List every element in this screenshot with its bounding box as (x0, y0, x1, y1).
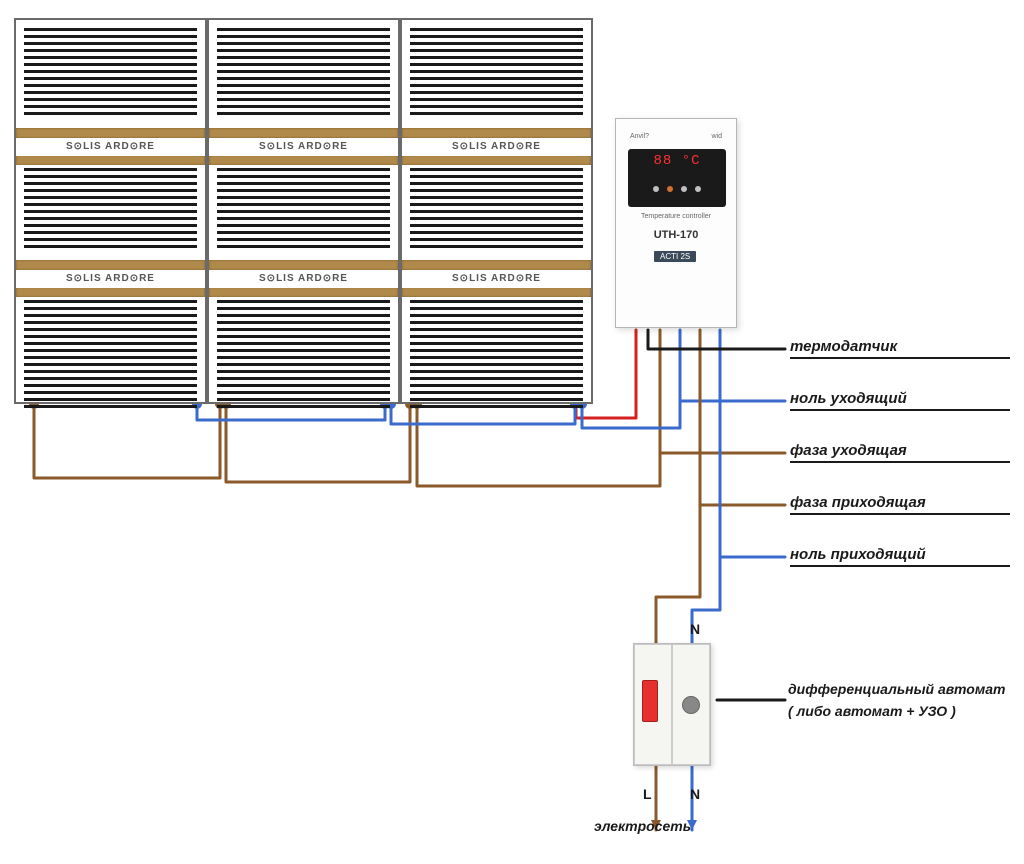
thermostat-screen: 88 °C (628, 149, 726, 207)
thermostat-model: UTH-170 (616, 229, 736, 241)
panel-brand-label: S⊙LIS ARD⊙RE (209, 270, 398, 288)
thermostat-subtitle: Temperature controller (616, 213, 736, 220)
panel-brand-label: S⊙LIS ARD⊙RE (209, 138, 398, 156)
heating-film-panel: S⊙LIS ARD⊙RE S⊙LIS ARD⊙RE (207, 18, 400, 404)
mains-label: электросеть (594, 818, 691, 834)
wire (648, 330, 785, 349)
wire-label: ноль уходящий (790, 390, 1010, 411)
wire-label: термодатчик (790, 338, 1010, 359)
diagram-canvas: S⊙LIS ARD⊙RES⊙LIS ARD⊙RES⊙LIS ARD⊙RES⊙LI… (0, 0, 1024, 864)
breaker-switch[interactable] (642, 680, 658, 722)
thermostat-button[interactable] (695, 186, 701, 192)
wire (34, 404, 220, 478)
thermostat-label-right: wid (711, 133, 722, 140)
thermostat-button[interactable] (681, 186, 687, 192)
breaker-caption-line2: ( либо автомат + УЗО ) (788, 700, 1005, 722)
breaker-terminal-l: L (643, 786, 652, 802)
panel-brand-label: S⊙LIS ARD⊙RE (402, 270, 591, 288)
temperature-display: 88 °C (628, 149, 726, 169)
heating-film-panel: S⊙LIS ARD⊙RE S⊙LIS ARD⊙RE (14, 18, 207, 404)
panel-brand-label: S⊙LIS ARD⊙RE (16, 138, 205, 156)
breaker-caption: дифференциальный автомат( либо автомат +… (788, 678, 1005, 723)
breaker-caption-line1: дифференциальный автомат (788, 678, 1005, 700)
thermostat-badge: ACTI 2S (654, 251, 696, 262)
heating-film-panel: S⊙LIS ARD⊙RE S⊙LIS ARD⊙RE (400, 18, 593, 404)
thermostat-unit: 88 °CAnvil?widTemperature controllerUTH-… (615, 118, 737, 328)
breaker-terminal-n-top: N (690, 621, 700, 637)
panel-brand-label: S⊙LIS ARD⊙RE (402, 138, 591, 156)
thermostat-button[interactable] (667, 186, 673, 192)
breaker-terminal-n-bottom: N (690, 786, 700, 802)
wire (692, 330, 785, 643)
thermostat-button[interactable] (653, 186, 659, 192)
wire-label: фаза приходящая (790, 494, 1010, 515)
wire-label: ноль приходящий (790, 546, 1010, 567)
wire (226, 404, 410, 482)
wire (582, 330, 785, 428)
panel-brand-label: S⊙LIS ARD⊙RE (16, 270, 205, 288)
breaker-test-button[interactable] (682, 696, 700, 714)
wire-label: фаза уходящая (790, 442, 1010, 463)
differential-breaker (633, 643, 711, 766)
